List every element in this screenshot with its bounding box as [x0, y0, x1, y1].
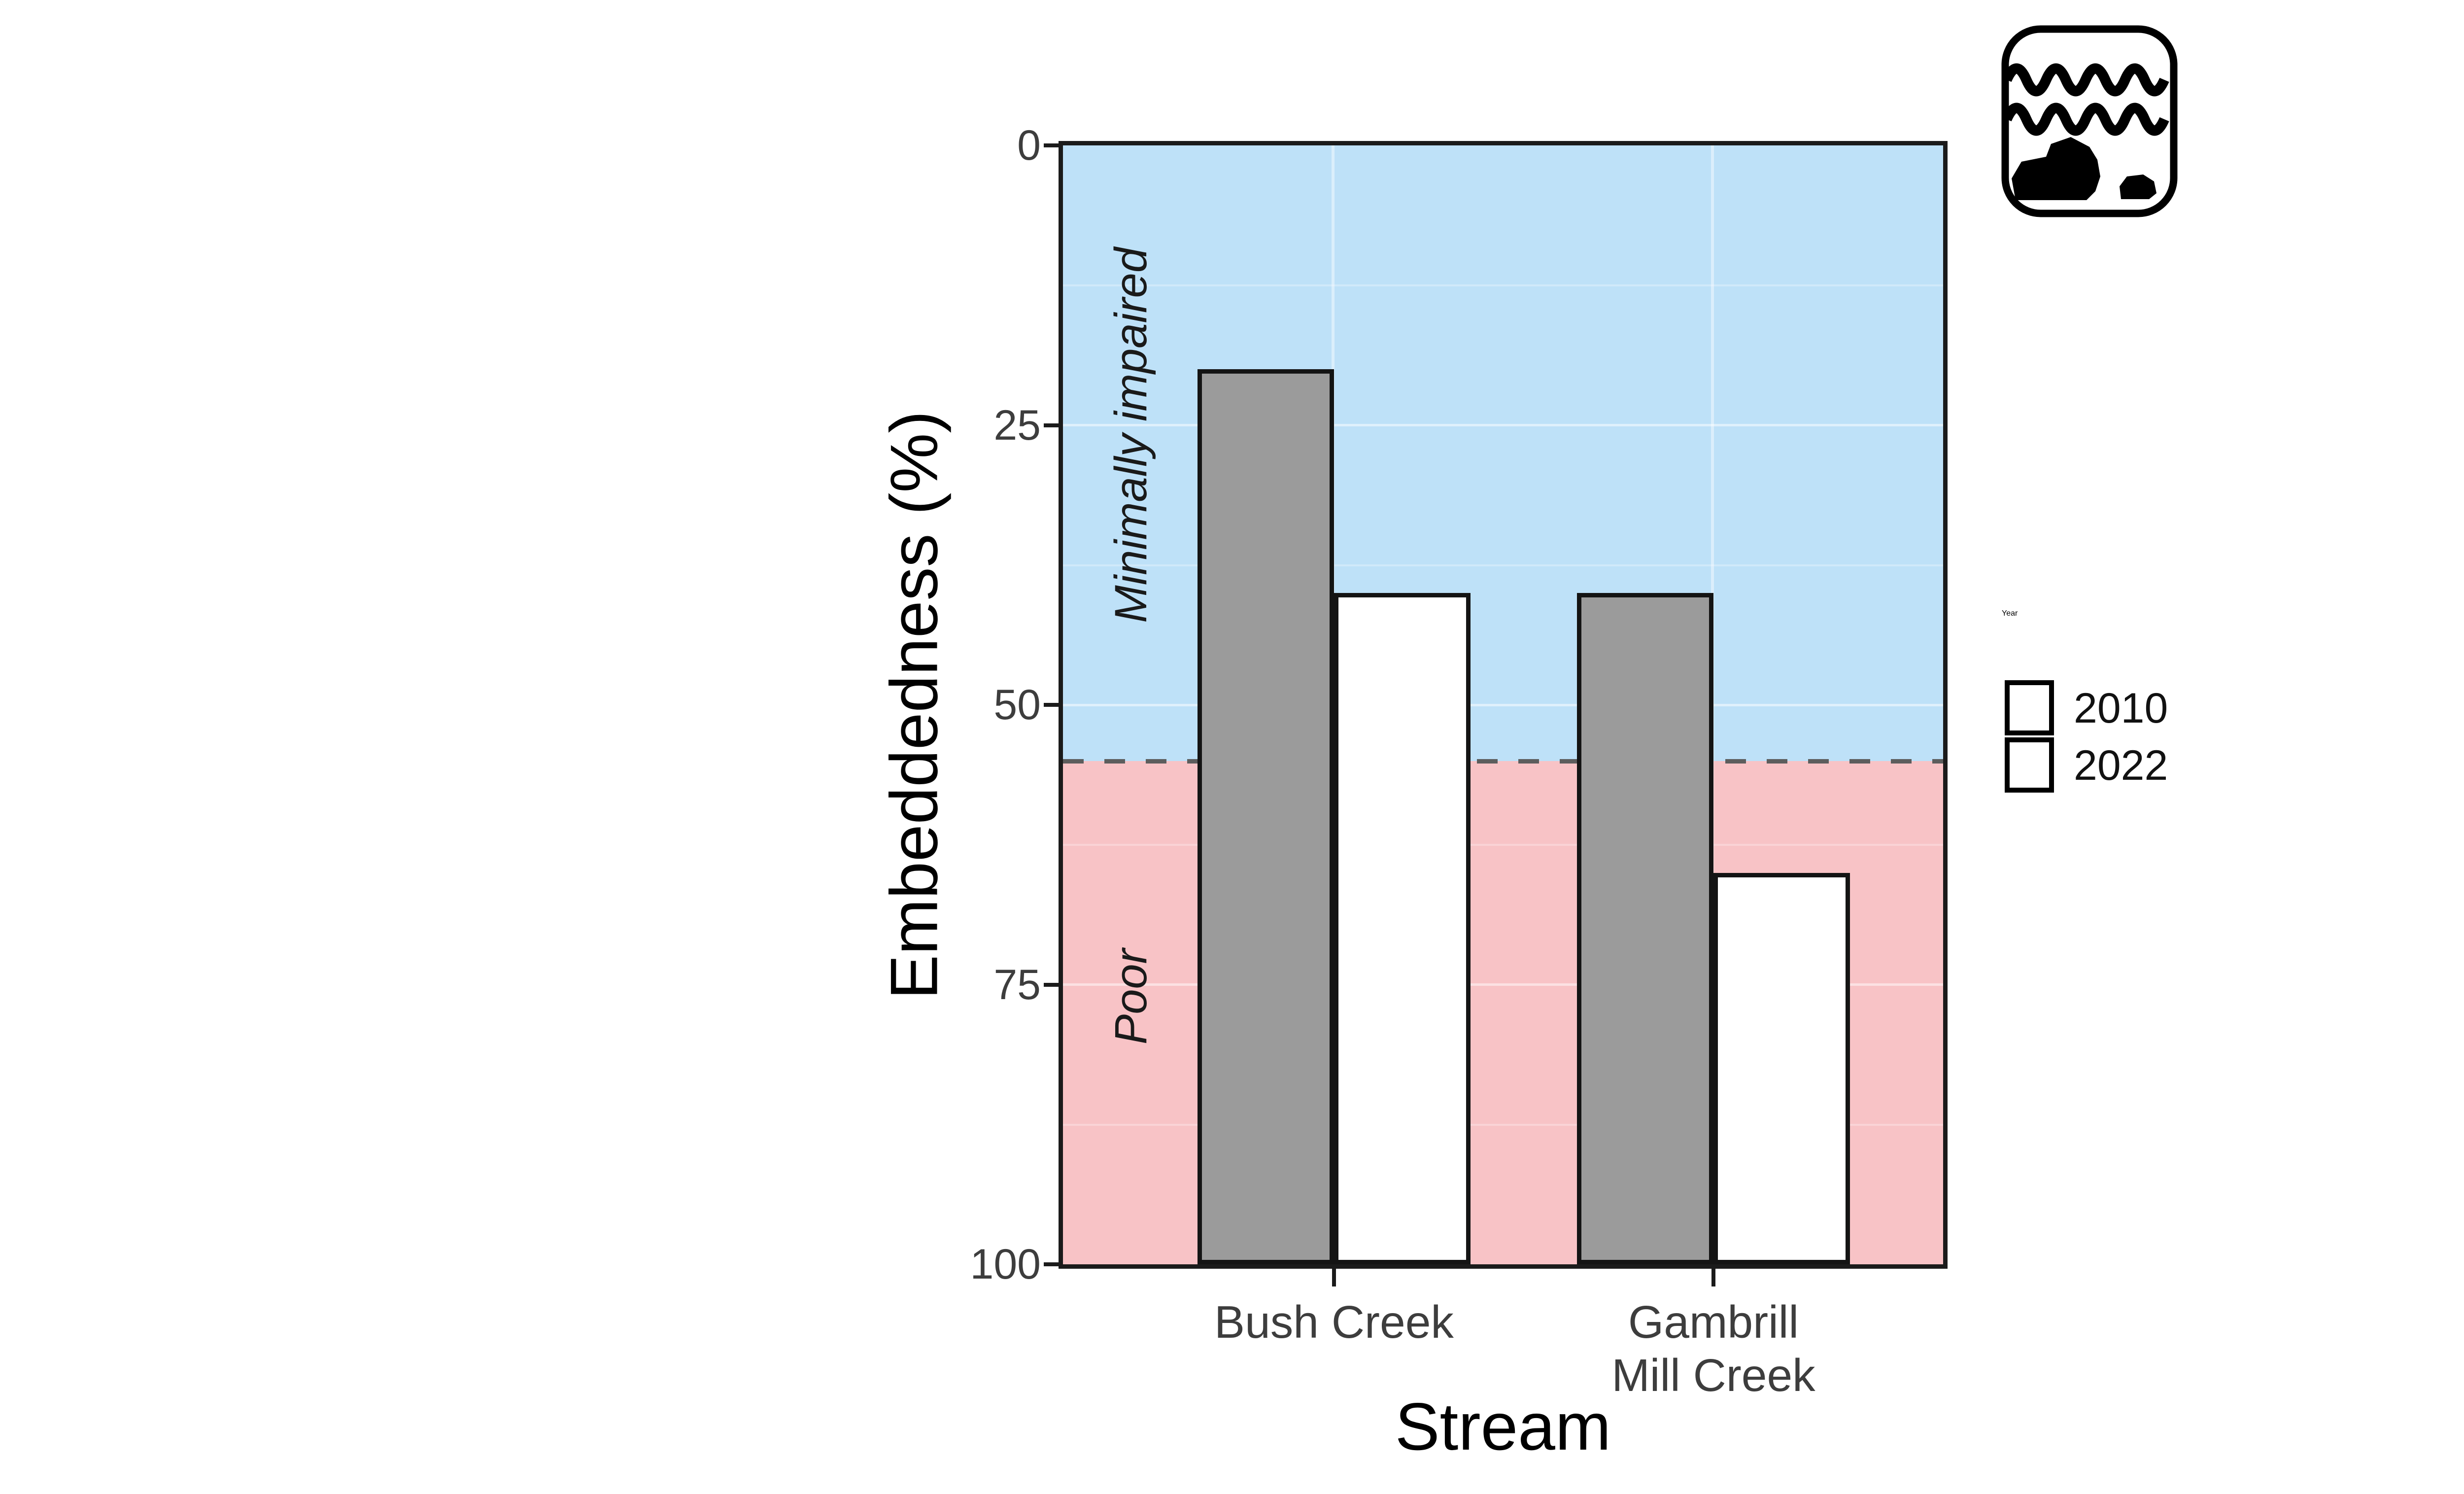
bar-bush-creek-2010: [1198, 369, 1334, 1264]
legend-swatch-2010: [2005, 680, 2054, 735]
category-label-line: Gambrill: [1628, 1296, 1799, 1348]
legend-swatch-2022: [2005, 737, 2054, 793]
y-tick-label-25: 25: [993, 401, 1041, 449]
gridline-major-50: [1063, 704, 1943, 706]
gridline-minor-62-5: [1063, 844, 1943, 846]
x-axis-title: Stream: [1395, 1389, 1611, 1464]
zone-label-poor: Poor: [1106, 948, 1156, 1045]
zone-minimally-impaired: [1063, 145, 1943, 761]
y-tick-label-50: 50: [993, 681, 1041, 729]
gridline-major-25: [1063, 424, 1943, 426]
gridline-minor-12-5: [1063, 284, 1943, 286]
impairment-threshold-dashed-line: [1063, 759, 1943, 764]
bar-bush-creek-2022: [1334, 593, 1471, 1264]
category-label-line: Mill Creek: [1611, 1350, 1815, 1401]
gridline-major-75: [1063, 983, 1943, 986]
gridline-minor-87-5: [1063, 1124, 1943, 1126]
y-tick-mark: [1044, 703, 1062, 707]
legend-title: Year: [2002, 609, 2018, 618]
x-tick-mark-bush-creek: [1332, 1269, 1336, 1286]
category-label-gambrill-mill-creek: Gambrill Mill Creek: [1541, 1295, 1886, 1402]
legend-label-2022: 2022: [2074, 742, 2168, 789]
water-over-rocks-icon: [2001, 25, 2178, 218]
x-tick-mark-gambrill: [1711, 1269, 1715, 1286]
y-tick-label-75: 75: [993, 961, 1041, 1008]
legend-label-2010: 2010: [2074, 685, 2168, 732]
y-axis-title: Embeddedness (%): [876, 411, 952, 1000]
y-tick-mark: [1044, 143, 1062, 147]
y-tick-label-100: 100: [970, 1241, 1041, 1288]
plot-panel: Minimally impaired Poor: [1059, 141, 1948, 1269]
bar-gambrill-mill-creek-2010: [1577, 593, 1713, 1264]
y-tick-mark: [1044, 982, 1062, 987]
category-label-bush-creek: Bush Creek: [1162, 1295, 1506, 1349]
gridline-minor-37-5: [1063, 564, 1943, 566]
category-label-line: Bush Creek: [1214, 1296, 1454, 1348]
y-tick-label-0: 0: [1017, 122, 1041, 169]
zone-label-minimally-impaired: Minimally impaired: [1106, 247, 1156, 623]
y-tick-mark: [1044, 1262, 1062, 1266]
y-tick-mark: [1044, 423, 1062, 427]
bar-gambrill-mill-creek-2022: [1713, 872, 1850, 1264]
